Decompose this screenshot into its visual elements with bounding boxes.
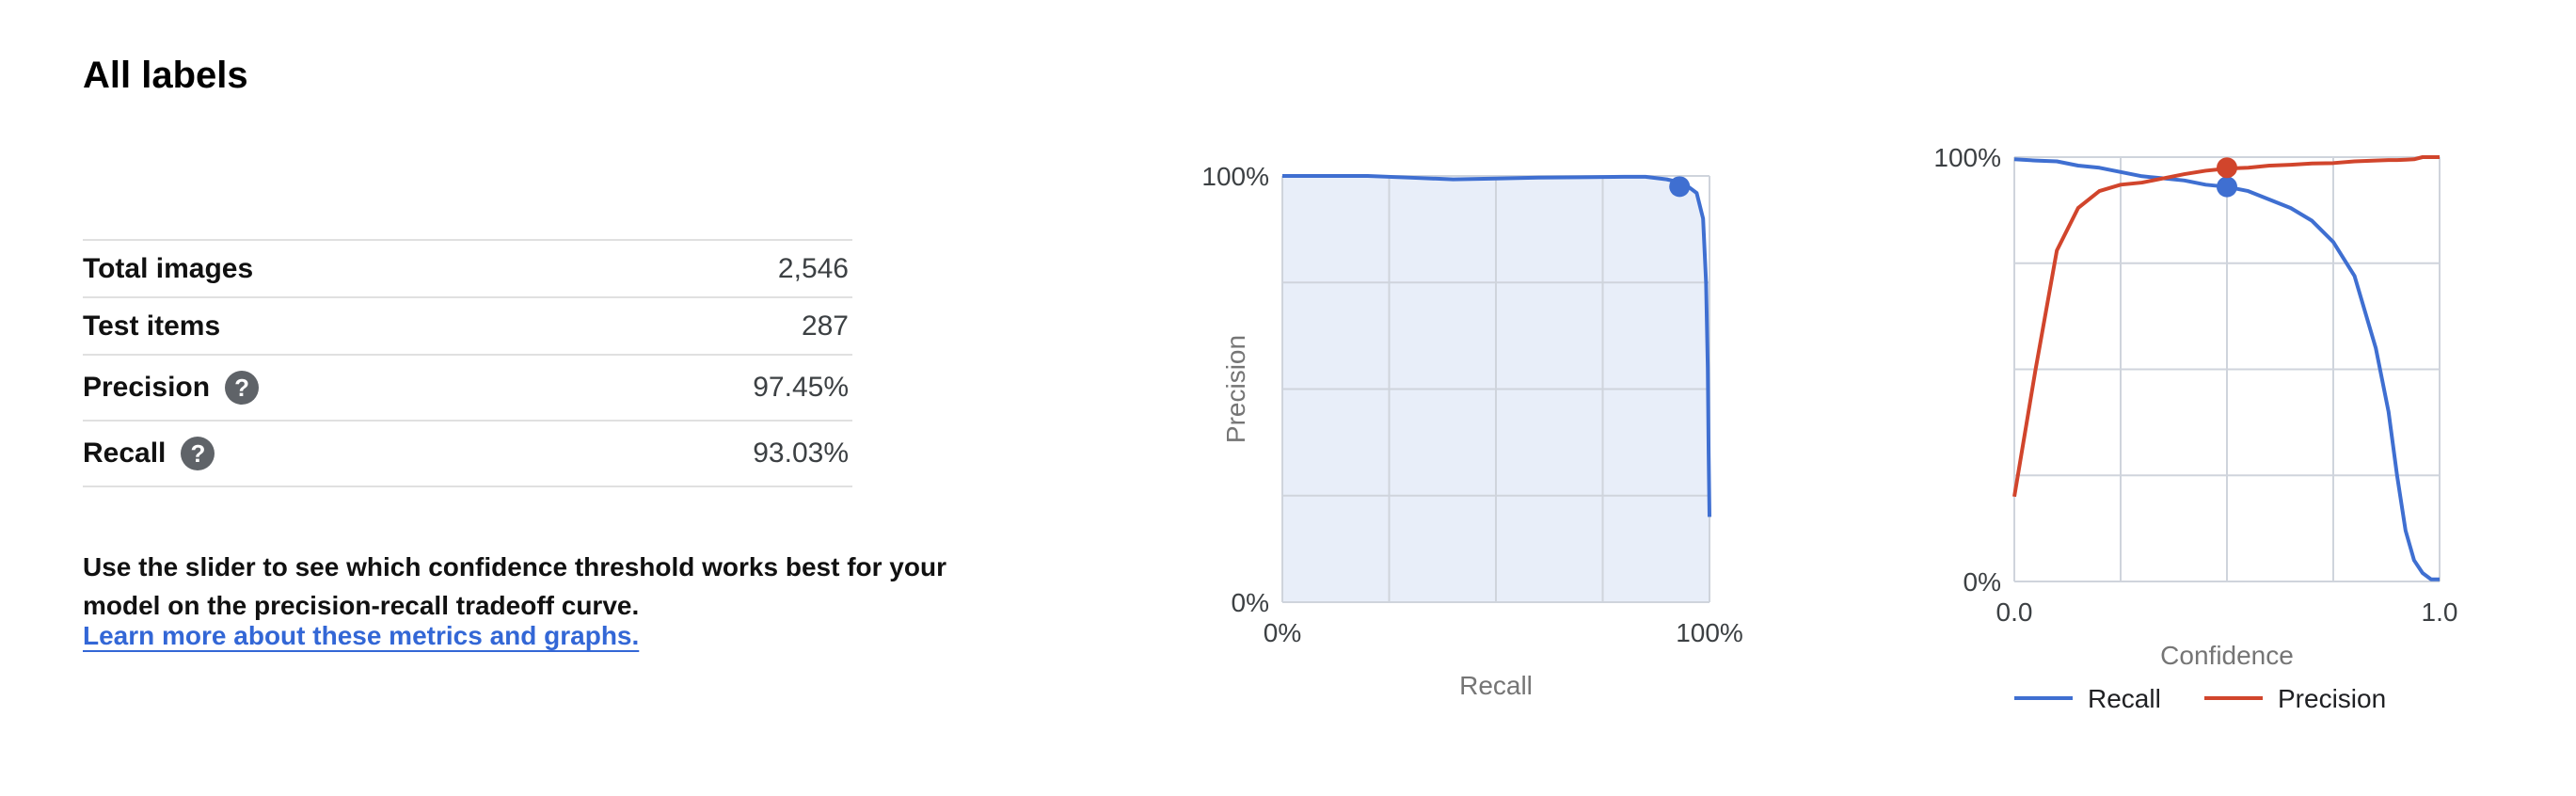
metric-value: 93.03% — [753, 438, 849, 469]
precision-recall-line — [1282, 174, 1711, 517]
threshold-marker — [1669, 176, 1691, 198]
description: Use the slider to see which confidence t… — [83, 548, 1005, 625]
y-tick-label: 100% — [1933, 143, 2001, 172]
metric-value: 97.45% — [753, 372, 849, 403]
threshold-marker-recall — [2217, 176, 2237, 198]
x-tick-label: 1.0 — [2422, 597, 2458, 627]
metric-label-text: Test items — [83, 310, 221, 342]
metric-label: Precision ? — [83, 371, 260, 405]
legend-label-precision: Precision — [2278, 684, 2386, 713]
y-axis-label: Precision — [1221, 335, 1250, 443]
metric-label-text: Recall — [83, 438, 167, 469]
threshold-marker-precision — [2217, 157, 2237, 179]
metric-value: 287 — [801, 310, 849, 342]
learn-more-link[interactable]: Learn more about these metrics and graph… — [83, 621, 640, 650]
y-tick-label: 0% — [1232, 588, 1269, 617]
legend-label-recall: Recall — [2088, 684, 2161, 713]
metric-label: Total images — [83, 253, 253, 285]
metric-label: Recall ? — [83, 437, 215, 470]
metrics-table: Total images 2,546 Test items 287 Precis… — [83, 239, 852, 487]
metric-label: Test items — [83, 310, 220, 342]
confidence-chart[interactable]: 100% 0%0.0 1.0 Confidence Recall Precision — [1863, 0, 2576, 796]
metric-row-test-items: Test items 287 — [83, 298, 852, 356]
x-axis-label: Recall — [1459, 671, 1533, 700]
metric-label-text: Total images — [83, 252, 254, 284]
metric-value: 2,546 — [777, 252, 849, 284]
metric-row-recall: Recall ? 93.03% — [83, 422, 852, 487]
series-line-precision — [2012, 155, 2440, 498]
y-tick-label: 100% — [1201, 162, 1269, 191]
help-icon[interactable]: ? — [181, 437, 215, 470]
page-title: All labels — [83, 55, 248, 96]
x-tick-label: 0.0 — [1996, 597, 2033, 627]
description-line: model on the precision-recall tradeoff c… — [83, 591, 640, 620]
x-tick-label: 100% — [1676, 618, 1743, 647]
precision-recall-chart: 100% 0%0% 100% Recall Precision — [1201, 162, 1743, 700]
metric-row-precision: Precision ? 97.45% — [83, 356, 852, 422]
y-tick-label: 0% — [1964, 567, 2001, 597]
x-axis-label: Confidence — [2160, 641, 2294, 670]
description-line: Use the slider to see which confidence t… — [83, 552, 946, 581]
series-line-recall — [2013, 157, 2440, 581]
help-icon[interactable]: ? — [225, 371, 260, 405]
metric-label-text: Precision — [83, 372, 211, 403]
x-tick-label: 0% — [1264, 618, 1301, 647]
metric-row-total-images: Total images 2,546 — [83, 241, 852, 298]
